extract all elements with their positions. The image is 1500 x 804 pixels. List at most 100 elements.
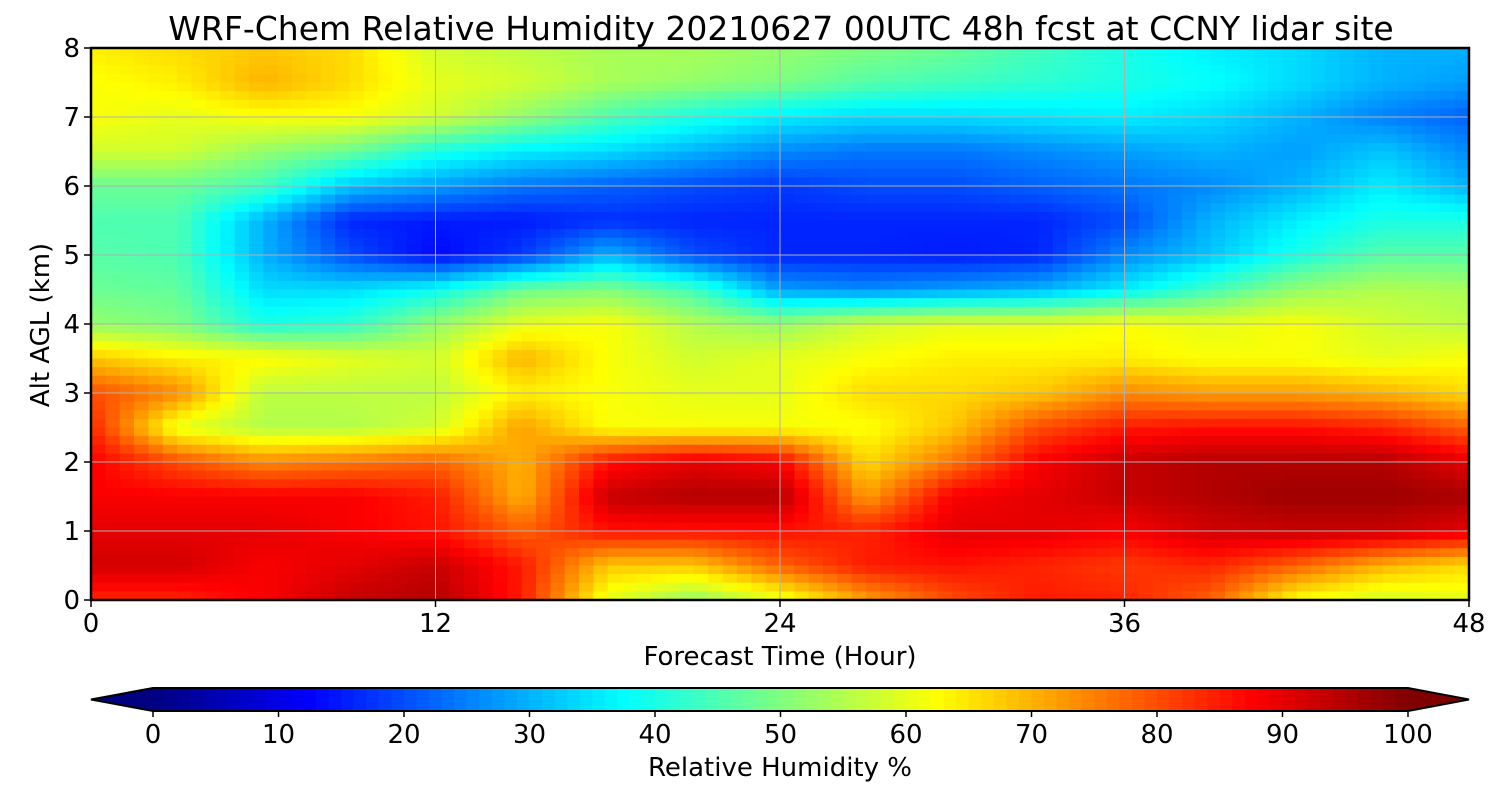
heat-cell xyxy=(1167,324,1183,334)
heat-cell xyxy=(636,289,652,299)
heat-cell xyxy=(1268,332,1284,342)
heat-cell xyxy=(794,487,810,498)
heat-cell xyxy=(521,229,537,239)
heat-cell xyxy=(1038,125,1054,135)
heat-cell xyxy=(593,462,609,472)
heat-cell xyxy=(780,332,796,342)
heat-cell xyxy=(1454,73,1469,84)
heat-cell xyxy=(464,229,480,239)
heat-cell xyxy=(1454,65,1469,75)
heat-cell xyxy=(1081,418,1097,429)
heat-cell xyxy=(91,306,107,317)
heat-cell xyxy=(521,255,537,265)
heat-cell xyxy=(952,142,968,153)
heat-cell xyxy=(722,272,738,282)
heat-cell xyxy=(966,358,982,368)
heat-cell xyxy=(1311,65,1327,75)
heat-cell xyxy=(134,142,150,153)
heat-cell xyxy=(177,246,193,256)
heat-cell xyxy=(1181,332,1197,342)
heat-cell xyxy=(866,375,882,386)
heat-cell xyxy=(909,375,925,386)
heat-cell xyxy=(1311,306,1327,317)
heat-cell xyxy=(349,315,365,325)
heat-cell xyxy=(736,108,752,118)
heat-cell xyxy=(1038,91,1054,101)
heat-cell xyxy=(952,91,968,101)
heat-cell xyxy=(392,117,408,127)
heat-cell xyxy=(263,82,279,92)
heat-cell xyxy=(1239,298,1255,308)
heat-cell xyxy=(794,194,810,204)
heat-cell xyxy=(823,462,839,472)
heat-cell xyxy=(636,462,652,472)
heat-cell xyxy=(1124,436,1140,446)
heat-cell xyxy=(421,462,437,472)
heat-cell xyxy=(980,65,997,75)
heat-cell xyxy=(823,263,839,273)
heat-cell xyxy=(291,280,308,291)
heat-cell xyxy=(564,194,580,204)
heat-cell xyxy=(650,160,666,170)
heat-cell xyxy=(1311,453,1327,463)
heat-cell xyxy=(535,418,552,429)
heat-cell xyxy=(306,91,322,101)
heat-cell xyxy=(1282,444,1298,455)
heat-cell xyxy=(866,117,882,127)
heat-cell xyxy=(507,289,523,299)
heat-cell xyxy=(1382,211,1398,222)
heat-cell xyxy=(162,99,178,110)
heat-cell xyxy=(320,65,336,75)
heat-cell xyxy=(478,73,494,84)
heat-cell xyxy=(1153,134,1169,144)
heat-cell xyxy=(980,168,997,179)
heat-cell xyxy=(1196,367,1212,377)
heat-cell xyxy=(449,263,465,273)
heat-cell xyxy=(119,246,135,256)
heat-cell xyxy=(593,479,609,489)
heat-cell xyxy=(306,203,322,213)
heat-cell xyxy=(220,427,236,437)
heat-cell xyxy=(1210,73,1226,84)
heat-cell xyxy=(866,349,882,360)
heat-cell xyxy=(794,246,810,256)
heat-cell xyxy=(1253,220,1269,230)
heat-cell xyxy=(665,306,681,317)
heat-cell xyxy=(1138,56,1154,66)
heat-cell xyxy=(1110,418,1126,429)
heat-cell xyxy=(1081,203,1097,213)
heat-cell xyxy=(794,229,810,239)
heat-cell xyxy=(593,332,609,342)
heat-cell xyxy=(1282,393,1298,403)
heat-cell xyxy=(1224,324,1241,334)
heat-cell xyxy=(722,298,738,308)
heat-cell xyxy=(952,255,968,265)
heat-cell xyxy=(780,418,796,429)
heat-cell xyxy=(1253,418,1269,429)
heat-cell xyxy=(320,160,336,170)
heat-cell xyxy=(134,186,150,196)
heat-cell xyxy=(492,255,508,265)
heat-cell xyxy=(736,125,752,135)
heat-cell xyxy=(1354,436,1370,446)
heat-cell xyxy=(1440,99,1456,110)
heat-cell xyxy=(851,108,867,118)
heat-cell xyxy=(535,462,552,472)
heat-cell xyxy=(794,315,810,325)
heat-cell xyxy=(335,444,351,455)
heat-cell xyxy=(263,237,279,248)
heat-cell xyxy=(1339,444,1355,455)
heat-cell xyxy=(880,332,896,342)
heat-cell xyxy=(1454,255,1469,265)
heat-cell xyxy=(177,427,193,437)
heat-cell xyxy=(1440,453,1456,463)
heat-cell xyxy=(492,367,508,377)
heat-cell xyxy=(1368,151,1384,161)
heat-cell xyxy=(1268,349,1284,360)
heat-cell xyxy=(1038,479,1054,489)
heat-cell xyxy=(937,91,953,101)
heat-cell xyxy=(909,436,925,446)
heat-cell xyxy=(421,263,437,273)
heat-cell xyxy=(952,229,968,239)
heat-cell xyxy=(1081,160,1097,170)
